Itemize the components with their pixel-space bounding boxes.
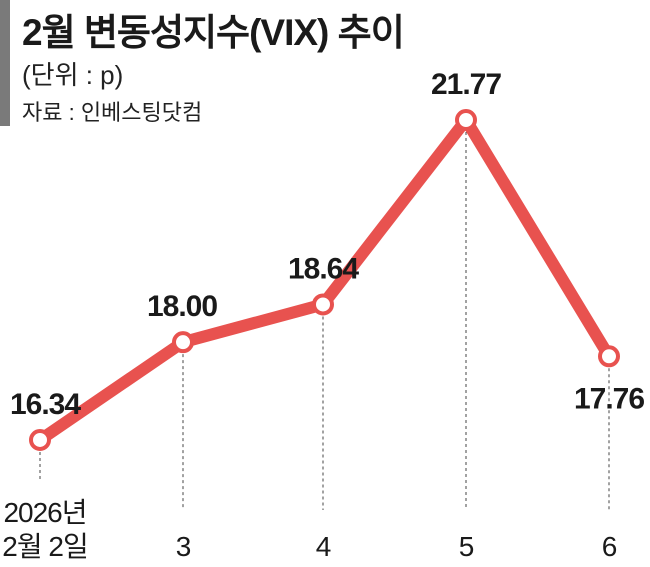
data-label: 18.00 bbox=[147, 290, 217, 323]
x-tick-label: 6 bbox=[602, 531, 617, 562]
unit-label: (단위 : p) bbox=[22, 60, 124, 90]
data-point bbox=[455, 108, 477, 131]
title-accent-bar bbox=[0, 0, 10, 126]
source-label: 자료 : 인베스팅닷컴 bbox=[22, 100, 203, 125]
x-tick-label: 2월 2일 bbox=[2, 531, 87, 562]
data-label: 16.34 bbox=[10, 388, 81, 421]
x-tick-label: 2026년 bbox=[3, 497, 86, 528]
data-point bbox=[172, 331, 194, 354]
data-point bbox=[312, 293, 334, 316]
data-point bbox=[29, 428, 51, 451]
x-tick-label: 5 bbox=[459, 531, 474, 562]
data-label: 18.64 bbox=[288, 252, 359, 285]
x-tick-label: 3 bbox=[176, 531, 191, 562]
x-tick-label: 4 bbox=[316, 531, 331, 562]
data-label: 17.76 bbox=[574, 382, 644, 415]
chart-title: 2월 변동성지수(VIX) 추이 bbox=[22, 12, 405, 53]
data-point bbox=[598, 345, 620, 368]
data-label: 21.77 bbox=[431, 68, 501, 101]
